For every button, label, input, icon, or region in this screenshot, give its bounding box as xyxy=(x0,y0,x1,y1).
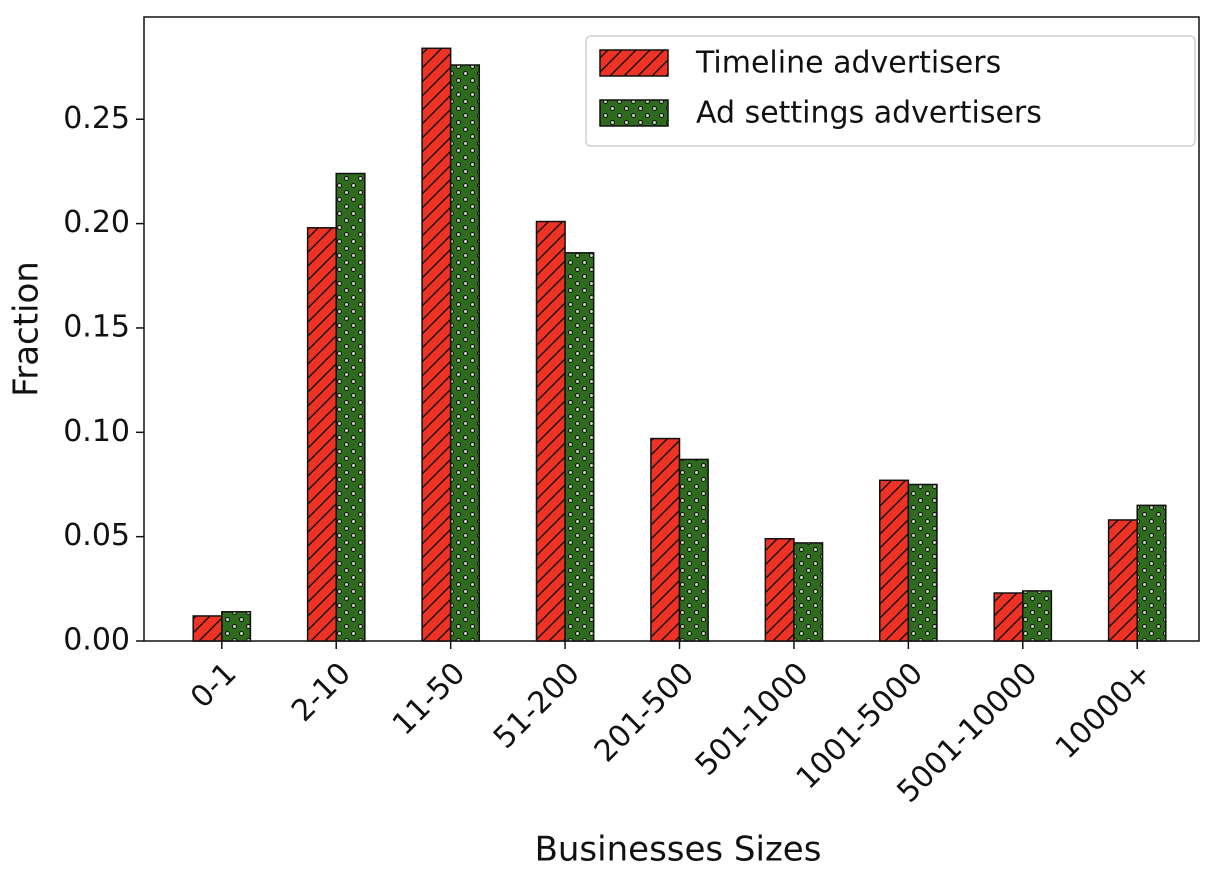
bar xyxy=(879,479,910,642)
y-axis-label: Fraction xyxy=(7,261,47,397)
legend-swatch xyxy=(599,49,669,77)
x-tick-label: 201-500 xyxy=(588,656,701,769)
bar xyxy=(1022,590,1053,642)
y-tick-label: 0.10 xyxy=(63,414,130,449)
bar xyxy=(907,483,938,642)
legend-swatch xyxy=(599,99,669,127)
y-tick-label: 0.00 xyxy=(63,623,130,658)
bar xyxy=(421,47,452,642)
bar xyxy=(564,252,595,642)
bar xyxy=(535,220,566,642)
bar xyxy=(306,227,337,642)
bar xyxy=(221,611,252,642)
x-tick-label: 51-200 xyxy=(487,656,587,756)
x-axis-label: Businesses Sizes xyxy=(535,830,822,870)
bar xyxy=(1136,504,1167,642)
bar xyxy=(192,615,223,642)
bar xyxy=(449,64,481,642)
bar xyxy=(650,437,681,642)
bar xyxy=(764,537,795,642)
y-tick-label: 0.15 xyxy=(63,309,130,344)
y-tick-label: 0.25 xyxy=(63,101,130,136)
x-tick-label: 10000+ xyxy=(1049,656,1159,766)
bar xyxy=(993,592,1024,642)
legend-box xyxy=(585,35,1196,147)
legend-label: Ad settings advertisers xyxy=(696,96,1042,131)
x-tick-label: 11-50 xyxy=(386,656,472,742)
bar xyxy=(793,542,824,642)
x-tick-label: 2-10 xyxy=(285,656,358,729)
x-tick-label: 0-1 xyxy=(184,656,243,715)
bar xyxy=(1107,519,1138,642)
bar xyxy=(678,458,709,642)
legend-label: Timeline advertisers xyxy=(695,46,1001,81)
y-tick-label: 0.05 xyxy=(63,518,130,553)
bar xyxy=(335,172,366,642)
y-tick-label: 0.20 xyxy=(63,205,130,240)
